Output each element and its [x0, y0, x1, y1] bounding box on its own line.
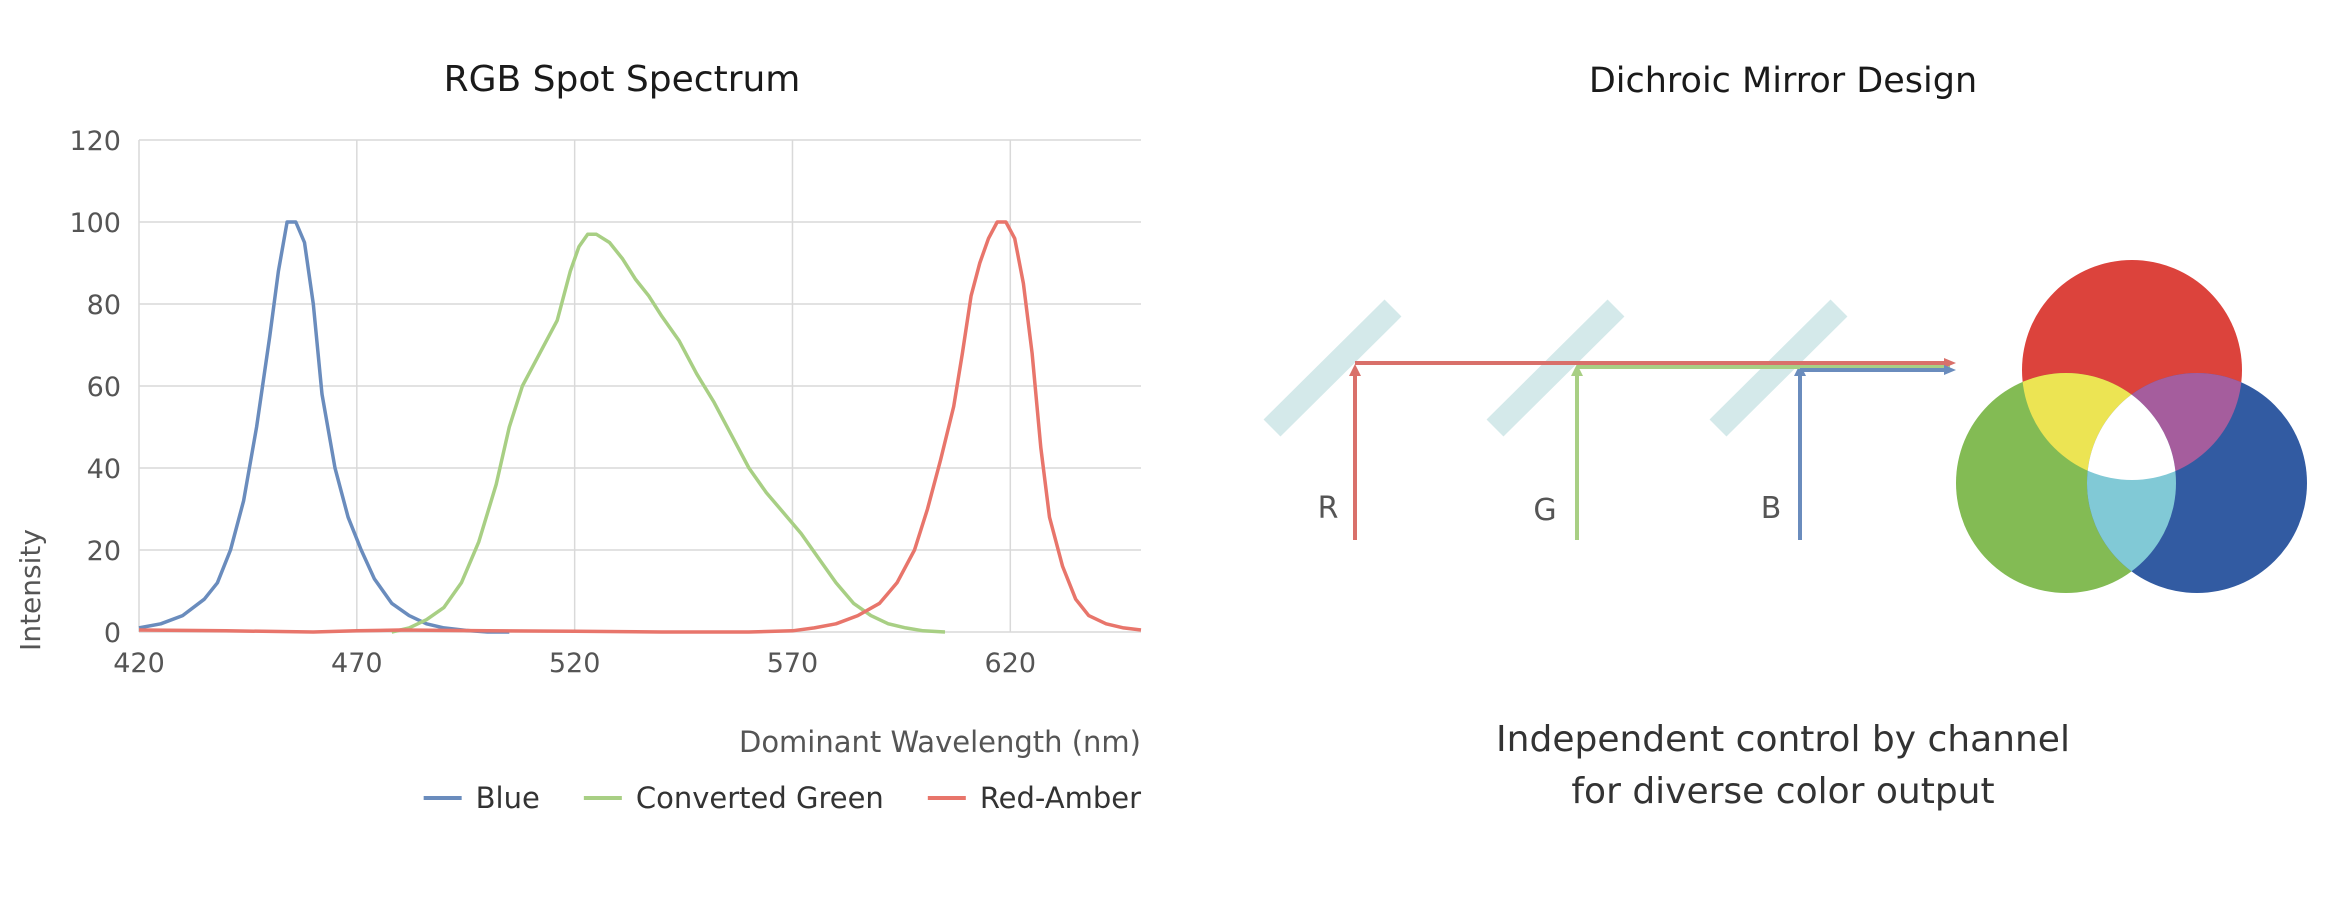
y-tick-labels: 0 20 40 60 80 100 120 [69, 126, 121, 649]
x-tick-label: 570 [767, 648, 819, 679]
channel-label-b: B [1761, 491, 1782, 526]
y-tick-label: 20 [87, 536, 121, 567]
y-tick-label: 60 [87, 372, 121, 403]
y-tick-label: 40 [87, 454, 121, 485]
channel-label-r: R [1318, 491, 1339, 526]
chart-title: RGB Spot Spectrum [444, 59, 801, 100]
green-beam-arrowhead [1571, 364, 1583, 376]
chart-grid [138, 139, 1141, 633]
spectrum-chart: RGB Spot Spectrum 0 20 40 60 80 100 120 420 470… [14, 59, 1142, 815]
x-tick-label: 520 [549, 648, 601, 679]
rgb-color-venn [1956, 260, 2307, 593]
series-line-blue [138, 220, 510, 634]
channel-label-g: G [1533, 493, 1556, 528]
series-line-red-amber [138, 220, 1142, 634]
x-tick-label: 420 [113, 648, 165, 679]
x-axis-label: Dominant Wavelength (nm) [739, 725, 1141, 759]
chart-series [138, 220, 1142, 634]
white-center-overlap [2087, 373, 2176, 480]
diagram-title: Dichroic Mirror Design [1589, 61, 1977, 101]
caption-line-2: for diverse color output [1571, 771, 1994, 812]
dichroic-mirror-green [1486, 299, 1625, 437]
red-beam-arrowhead [1349, 364, 1361, 376]
dichroic-diagram: Dichroic Mirror Design R G B [1263, 61, 2307, 812]
y-tick-label: 100 [69, 208, 121, 239]
combined-beam-arrowhead-blue [1944, 365, 1956, 375]
x-tick-label: 620 [985, 648, 1037, 679]
legend-label: Blue [476, 781, 540, 815]
series-line-converted-green [391, 232, 946, 634]
dichroic-mirror-red [1263, 299, 1402, 437]
y-tick-label: 0 [104, 618, 121, 649]
y-tick-label: 120 [69, 126, 121, 157]
x-tick-label: 470 [331, 648, 383, 679]
legend-label: Red-Amber [980, 781, 1141, 815]
legend-label: Converted Green [636, 781, 884, 815]
caption-line-1: Independent control by channel [1496, 719, 2070, 760]
combined-beam-arrowhead-red [1944, 358, 1956, 368]
chart-legend: Blue Converted Green Red-Amber [423, 781, 1141, 815]
y-tick-label: 80 [87, 290, 121, 321]
y-axis-label: Intensity [14, 529, 47, 651]
x-tick-labels: 420 470 520 570 620 [113, 648, 1036, 679]
